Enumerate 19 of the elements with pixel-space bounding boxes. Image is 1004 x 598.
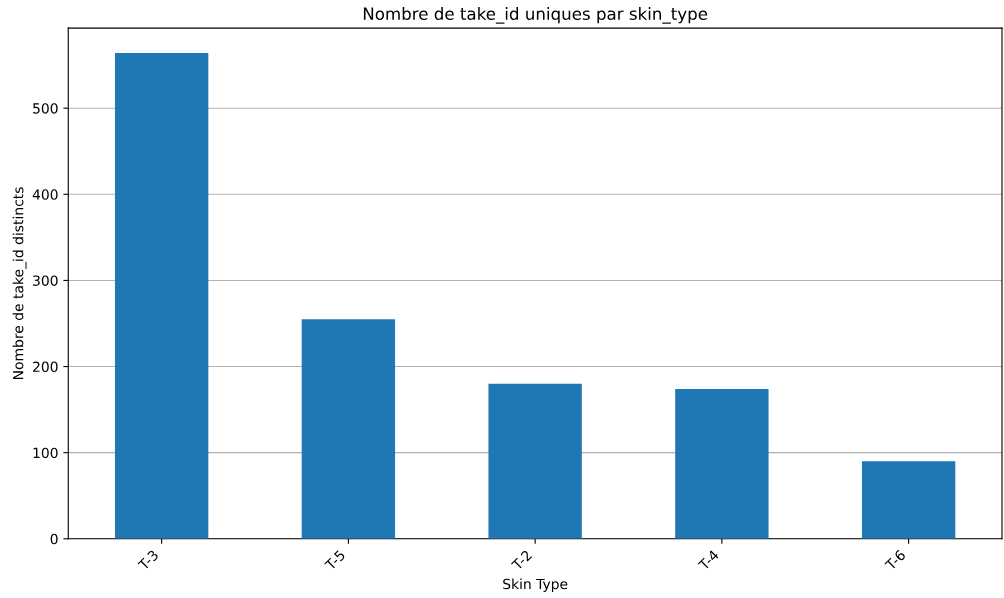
x-tick-label: T-2 xyxy=(510,549,533,571)
y-tick-label: 400 xyxy=(32,189,58,200)
x-axis-title: Skin Type xyxy=(503,578,568,592)
bar xyxy=(675,388,769,539)
bar xyxy=(114,53,209,539)
x-tick-label: T-3 xyxy=(137,549,159,572)
x-tick-label: T-6 xyxy=(884,549,907,572)
y-tick-label: 500 xyxy=(33,103,58,114)
y-tick-label: 300 xyxy=(33,275,58,286)
y-tick-label: 0 xyxy=(50,533,58,545)
chart-title: Nombre de take_id uniques par skin_type xyxy=(363,7,708,24)
bar xyxy=(301,319,396,539)
y-axis-title: Nombre de take_id distincts xyxy=(12,187,27,379)
y-tick-label: 200 xyxy=(33,361,58,373)
bar xyxy=(861,461,956,539)
y-tick-label: 100 xyxy=(33,447,58,459)
bar xyxy=(488,383,582,539)
x-tick-label: T-5 xyxy=(324,549,346,572)
x-tick-label: T-4 xyxy=(697,549,720,571)
